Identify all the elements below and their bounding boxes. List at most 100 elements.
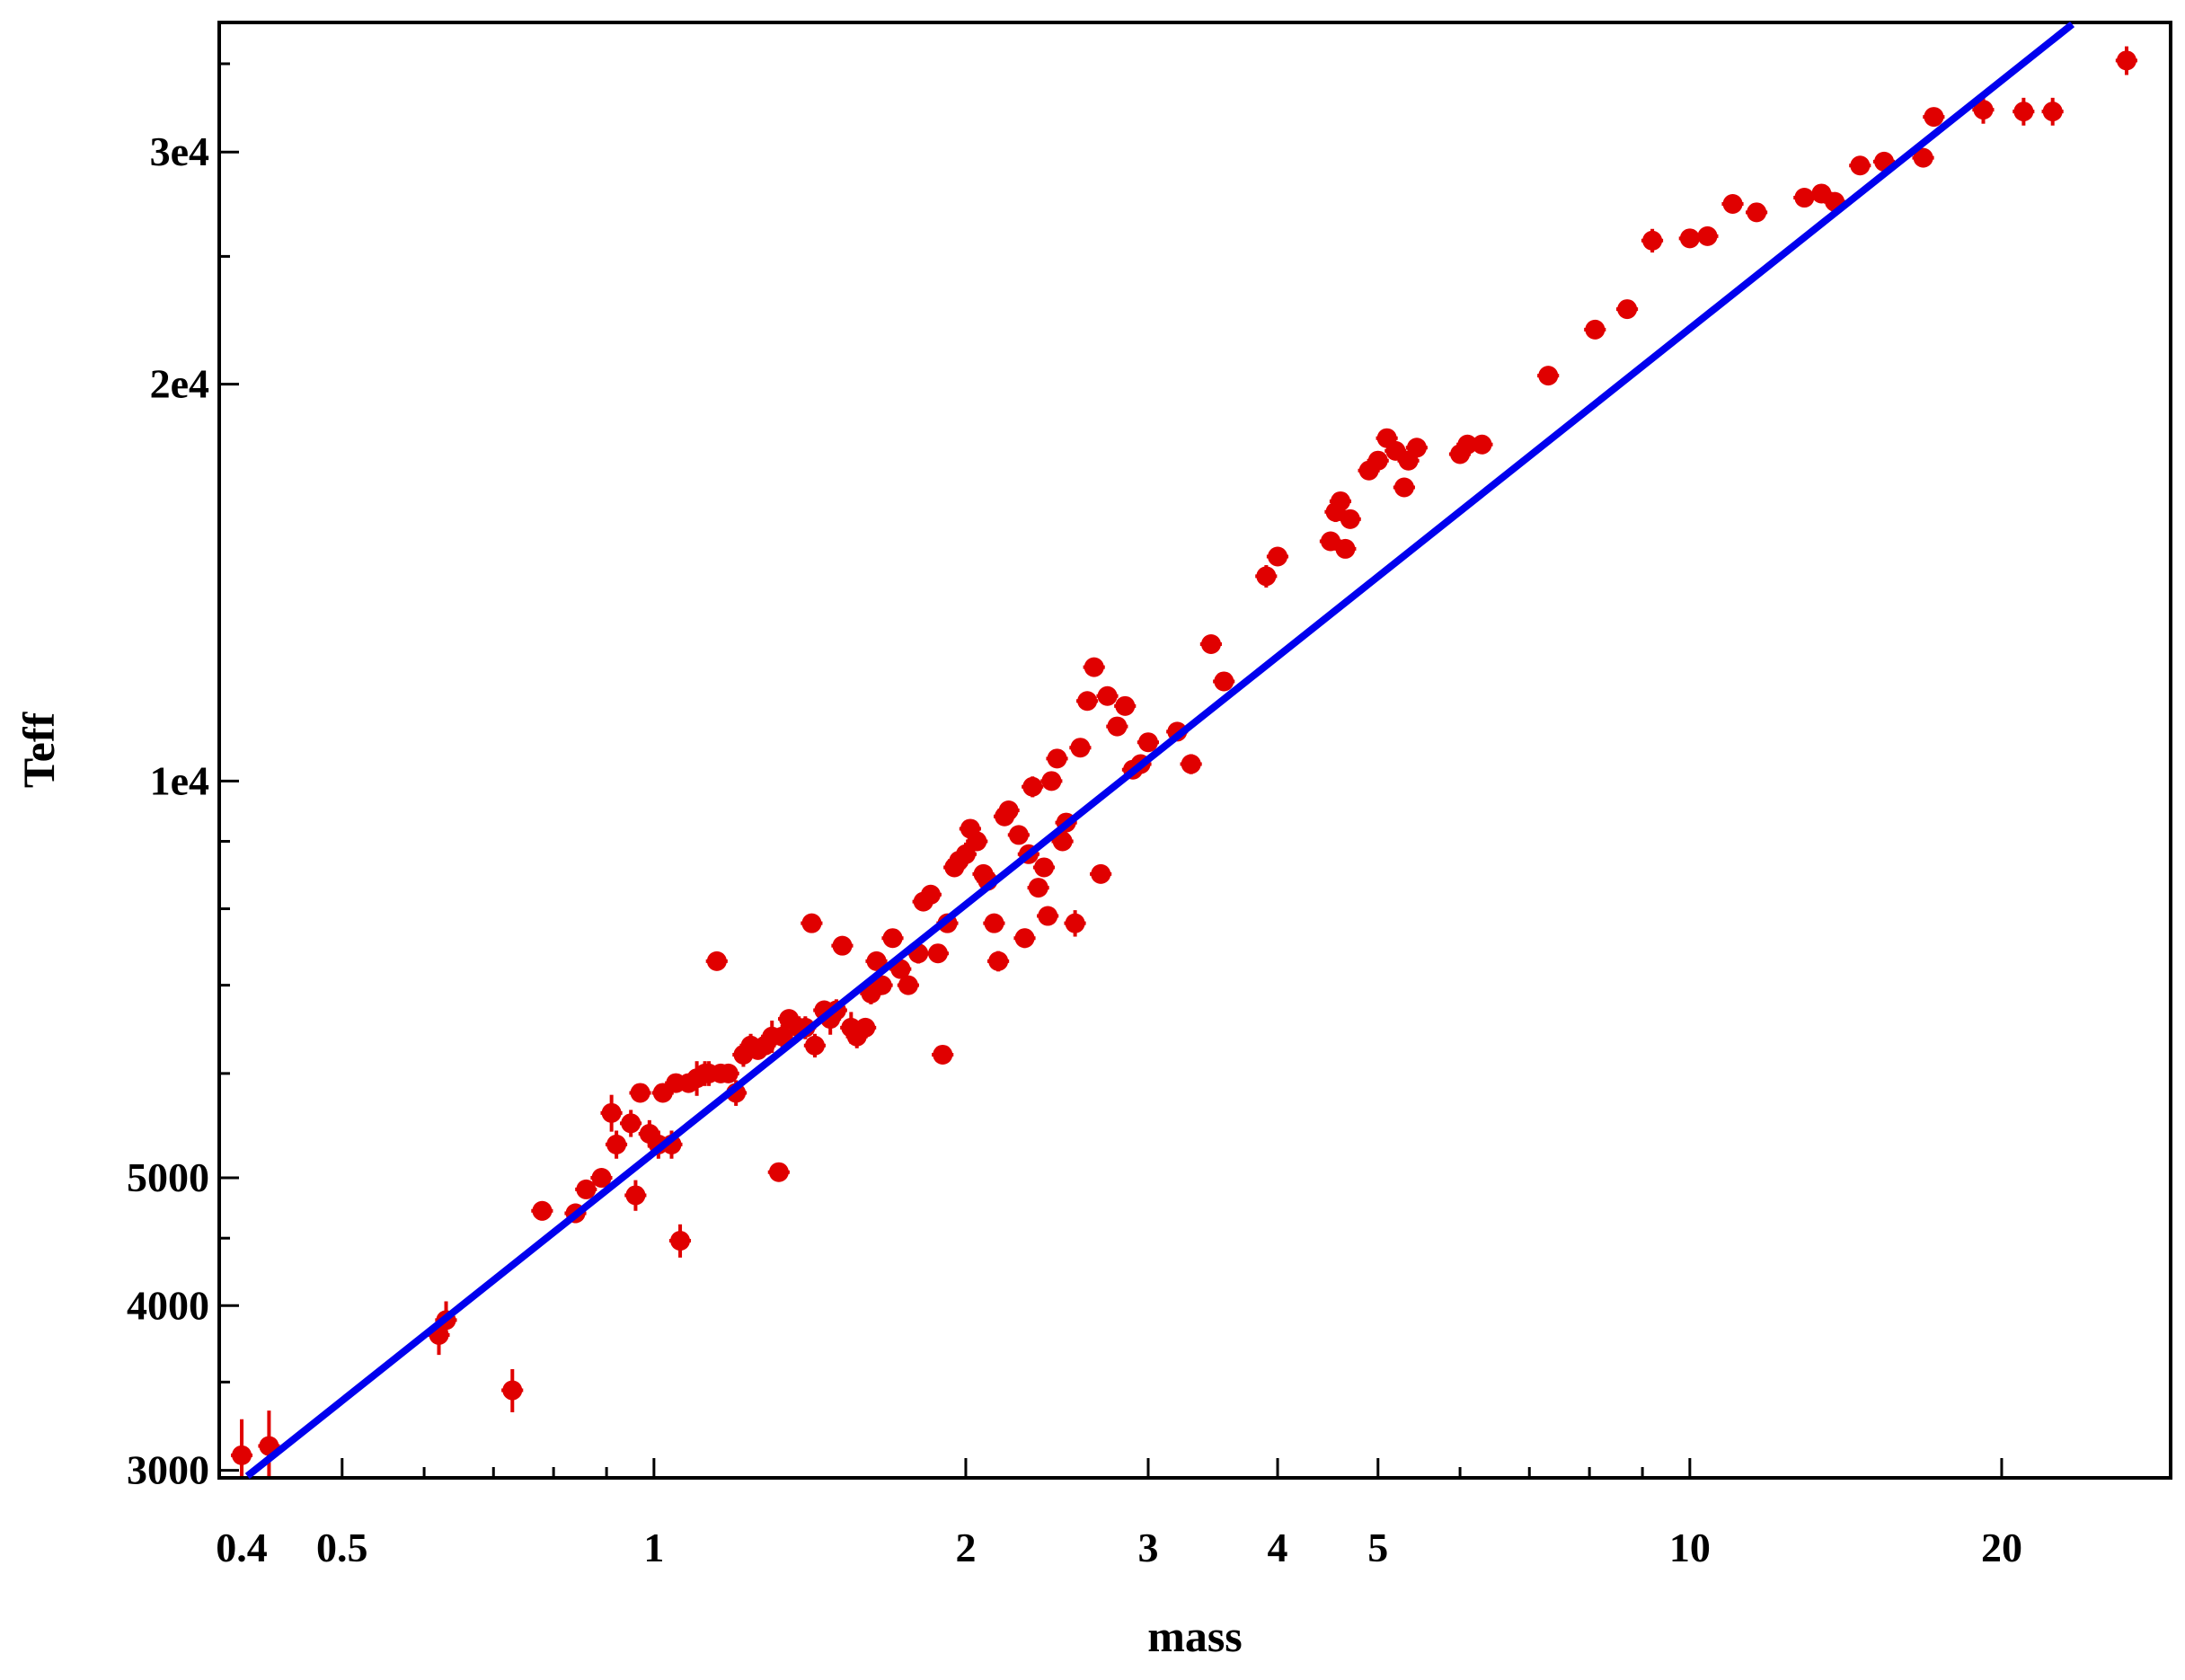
point-marker	[1256, 566, 1277, 587]
data-point	[1040, 771, 1063, 791]
y-axis-ticks: 3000 4000 5000 1e4 2e4 3e4	[127, 128, 239, 1493]
x-tick-label: 1	[643, 1525, 664, 1570]
point-marker	[1041, 771, 1062, 791]
point-marker	[1028, 878, 1048, 898]
point-marker	[1679, 228, 1700, 249]
data-point	[1037, 906, 1059, 926]
data-point	[801, 913, 823, 933]
y-tick-label: 3000	[127, 1447, 209, 1493]
point-marker	[1321, 531, 1341, 552]
data-point	[1615, 299, 1639, 320]
x-axis-ticks: 0.4 0.5 1 2 3 4 5 10 20	[216, 1458, 2022, 1570]
point-marker	[1913, 147, 1933, 168]
point-marker	[1331, 491, 1351, 511]
point-marker	[920, 884, 941, 905]
point-marker	[1022, 776, 1043, 797]
point-marker	[1406, 438, 1427, 458]
point-marker	[882, 928, 903, 949]
point-marker	[988, 951, 1009, 971]
data-point	[1537, 366, 1560, 386]
data-point	[1096, 685, 1119, 706]
data-point	[1641, 228, 1664, 253]
data-point	[651, 1083, 674, 1103]
data-point	[1255, 565, 1278, 588]
data-point	[600, 1094, 623, 1132]
point-marker	[502, 1380, 523, 1401]
data-point	[1329, 491, 1352, 511]
data-point	[767, 1162, 790, 1182]
point-marker	[1047, 748, 1067, 769]
data-point	[705, 951, 728, 971]
point-marker	[1747, 202, 1767, 223]
point-marker	[1472, 434, 1492, 455]
data-point	[771, 1024, 793, 1048]
point-marker	[1457, 434, 1478, 455]
y-tick-label: 2e4	[150, 361, 209, 407]
data-point	[803, 1033, 826, 1058]
point-marker	[1034, 857, 1055, 878]
y-axis-title: Teff	[13, 712, 64, 789]
data-point	[668, 1224, 692, 1258]
point-marker	[601, 1102, 622, 1123]
point-marker	[998, 800, 1019, 821]
data-point	[1678, 228, 1701, 249]
data-point	[919, 884, 942, 905]
x-axis-title: mass	[1147, 1611, 1243, 1661]
data-point	[997, 800, 1020, 821]
data-point	[1972, 95, 1995, 124]
x-tick-label: 10	[1669, 1525, 1711, 1570]
x-tick-label: 4	[1268, 1525, 1288, 1570]
point-marker	[768, 1162, 789, 1182]
data-point	[983, 913, 1005, 933]
data-point	[717, 1063, 739, 1083]
point-marker	[1038, 906, 1058, 926]
point-marker	[625, 1185, 646, 1206]
data-point	[1114, 695, 1137, 716]
data-point	[1793, 188, 1816, 208]
point-marker	[606, 1134, 627, 1154]
data-point	[1405, 438, 1428, 458]
point-marker	[927, 943, 948, 964]
data-point	[1180, 754, 1202, 774]
data-point	[620, 1110, 642, 1137]
data-point	[954, 842, 977, 866]
point-marker	[832, 935, 853, 956]
data-point	[881, 928, 904, 949]
point-marker	[955, 844, 976, 864]
point-marker	[576, 1179, 597, 1199]
data-point	[1069, 738, 1092, 758]
data-point	[1032, 857, 1056, 878]
point-marker	[1617, 299, 1638, 320]
point-marker	[1065, 913, 1085, 933]
data-point	[831, 935, 854, 956]
fit-line-group	[244, 21, 2075, 1480]
point-marker	[1200, 634, 1221, 655]
point-marker	[1335, 538, 1356, 559]
x-tick-label: 5	[1367, 1525, 1388, 1570]
point-marker	[1697, 225, 1718, 246]
point-marker	[984, 913, 1004, 933]
data-point	[629, 1083, 651, 1103]
data-point	[987, 951, 1010, 972]
data-point	[865, 951, 888, 971]
point-marker	[1850, 155, 1871, 176]
point-marker	[866, 951, 887, 971]
data-point	[1696, 225, 1719, 246]
data-point	[231, 1419, 253, 1476]
plot-frame	[217, 21, 2172, 1480]
data-point	[897, 975, 919, 995]
point-marker	[1014, 928, 1035, 949]
data-point	[926, 943, 949, 964]
data-point	[1013, 928, 1036, 949]
point-marker	[2042, 102, 2063, 122]
data-point	[1051, 831, 1074, 852]
point-marker	[630, 1083, 650, 1103]
point-marker	[232, 1445, 252, 1465]
point-marker	[772, 1026, 792, 1047]
data-point	[1046, 748, 1068, 769]
point-marker	[804, 1035, 825, 1056]
data-point	[624, 1180, 647, 1211]
data-point	[966, 831, 988, 852]
point-marker	[967, 831, 987, 852]
point-marker	[1181, 754, 1201, 774]
